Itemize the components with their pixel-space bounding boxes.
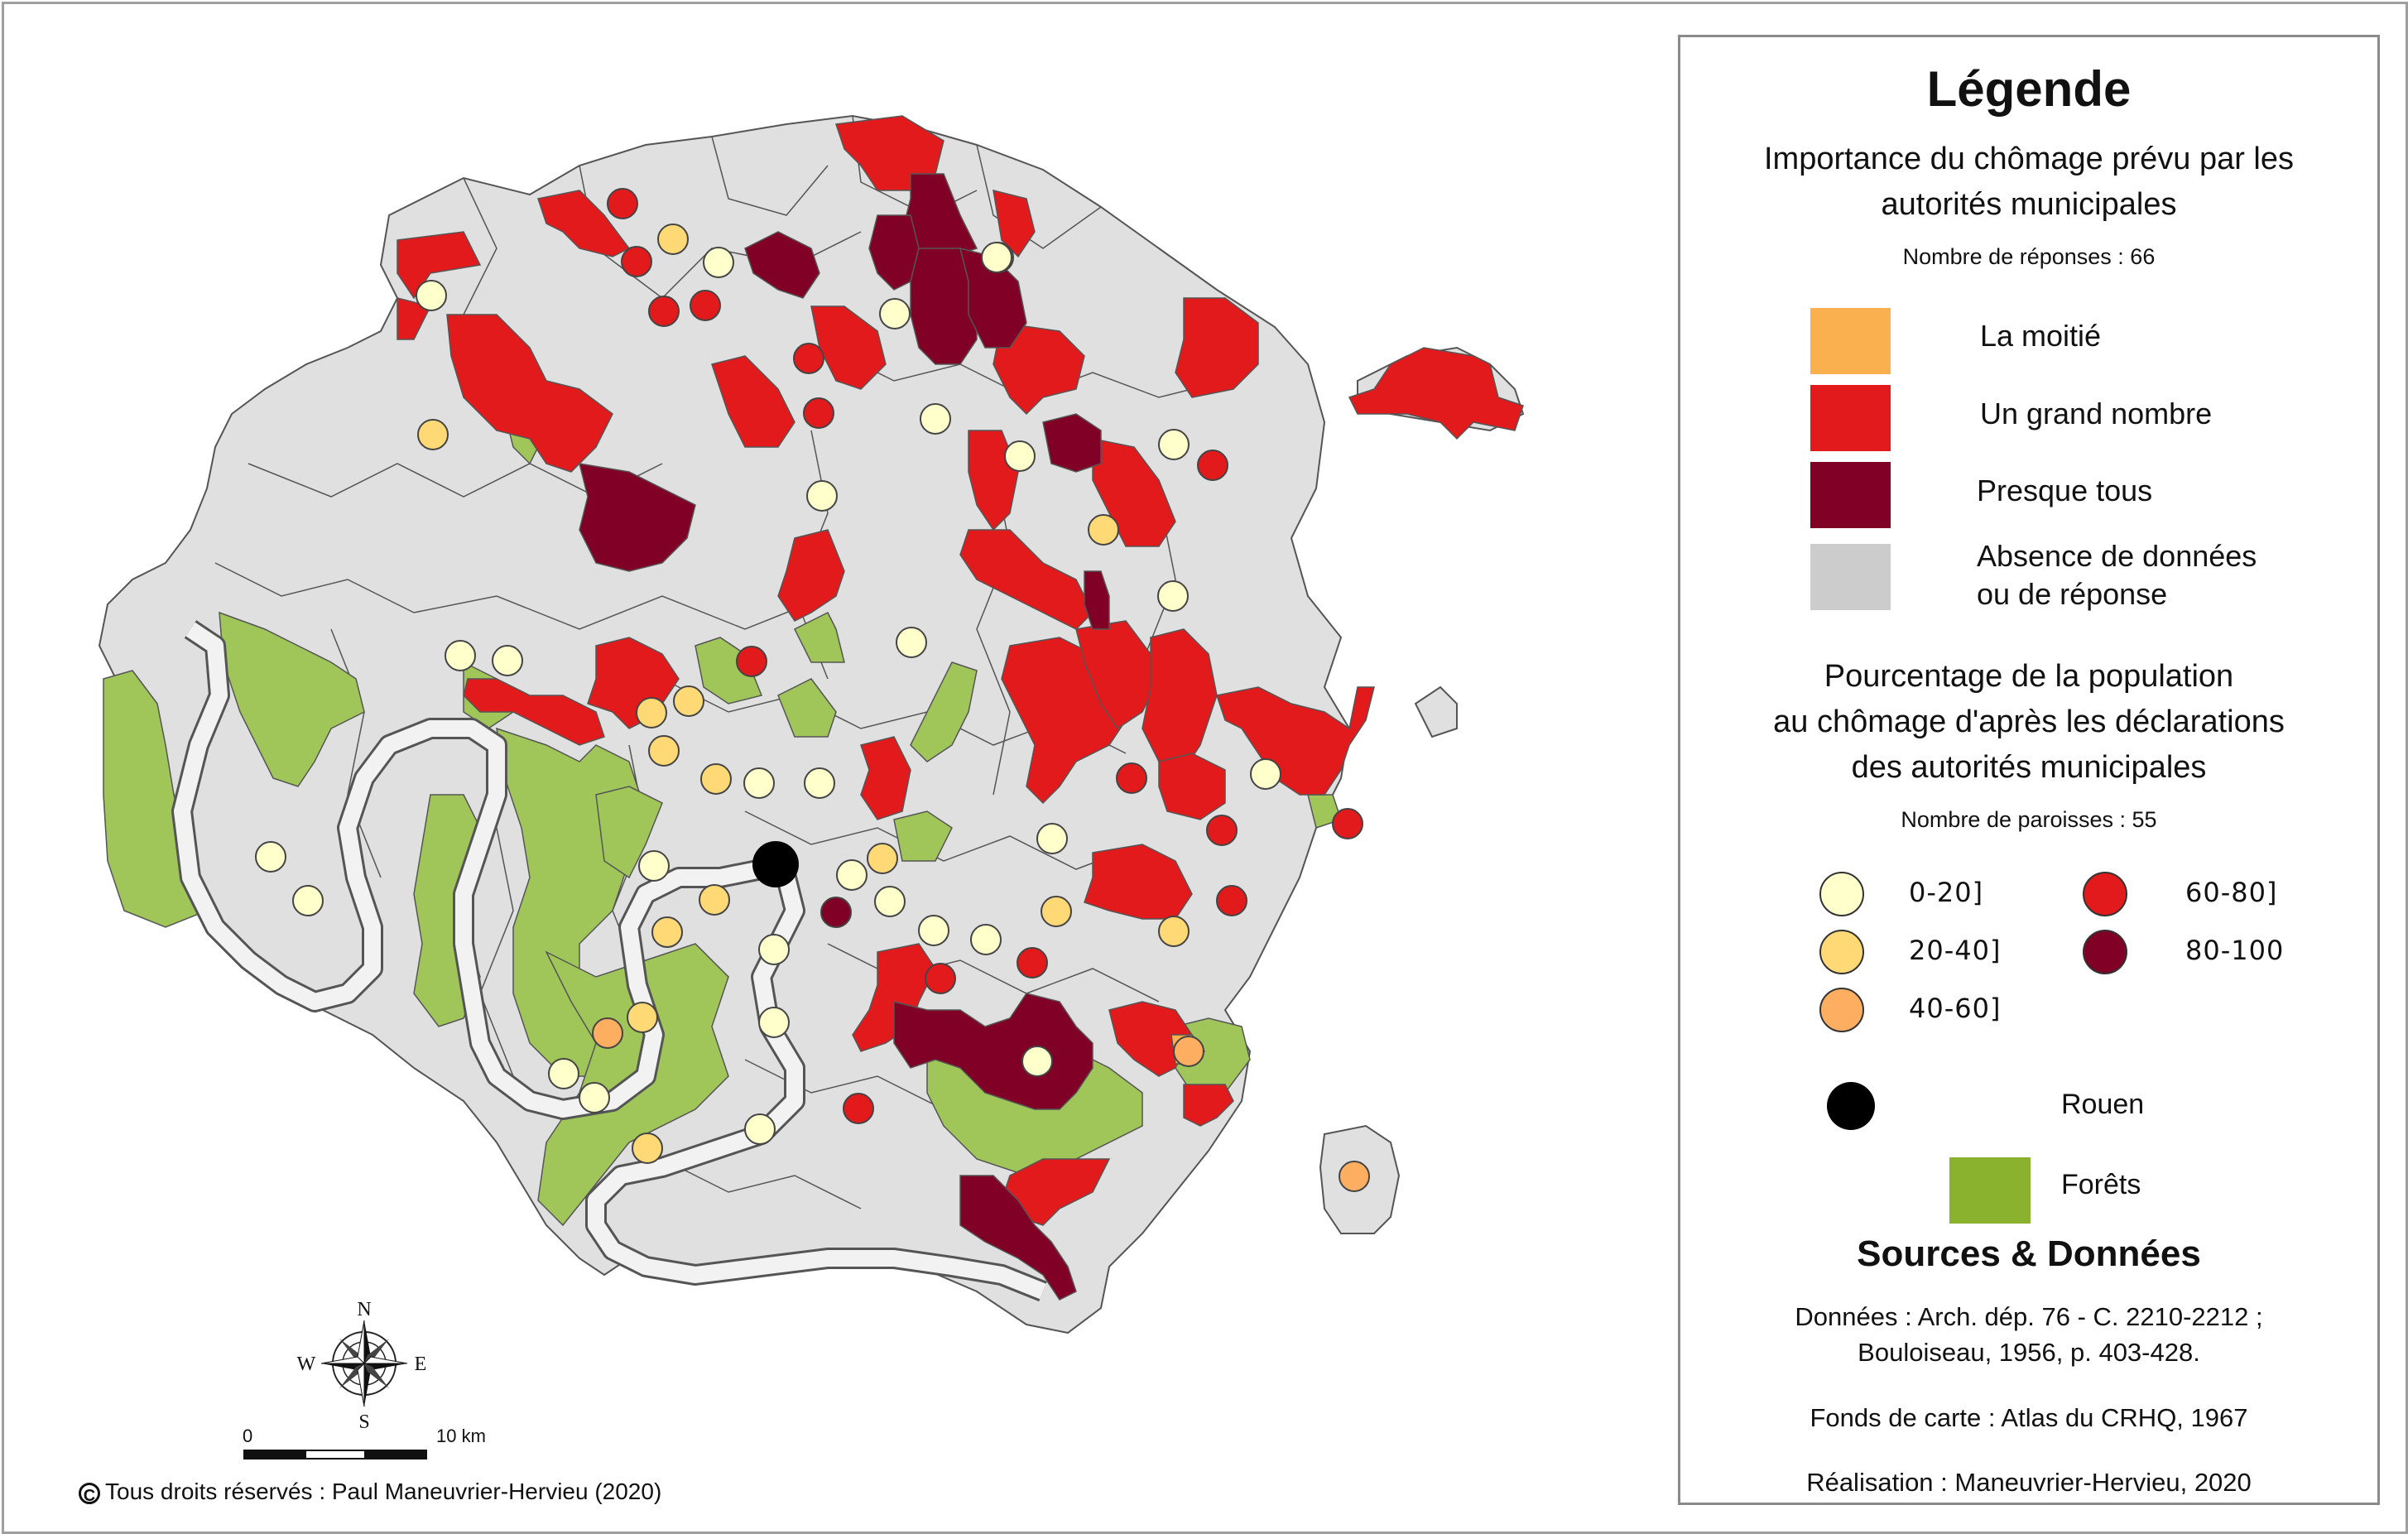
credit-text: Tous droits réservés : Paul Maneuvrier-H… xyxy=(105,1479,662,1504)
swatch-presque-tous xyxy=(1810,462,1891,528)
class-dot-20-40 xyxy=(1819,930,1864,974)
swatch-la-moitie xyxy=(1810,308,1891,374)
copyright-icon: C xyxy=(79,1482,100,1505)
section2-title-line1: Pourcentage de la population xyxy=(1824,659,2234,694)
seine-river xyxy=(171,620,1047,1302)
choropleth-un-grand-nombre xyxy=(397,115,1524,1226)
choropleth-presque-tous xyxy=(578,173,1110,1301)
label-un-grand-nombre: Un grand nombre xyxy=(1980,397,2213,430)
sources-line4: Réalisation : Maneuvrier-Hervieu, 2020 xyxy=(1806,1468,2252,1497)
points-60-80 xyxy=(607,188,1363,1124)
sources-line1: Données : Arch. dép. 76 - C. 2210-2212 ; xyxy=(1795,1302,2263,1331)
section1-title-line1: Importance du chômage prévu par les xyxy=(1763,142,2295,176)
swatch-un-grand-nombre xyxy=(1810,385,1891,451)
points-40-60 xyxy=(592,1017,1370,1192)
class-label-40-60: 40-60] xyxy=(1909,993,2002,1024)
class-label-0-20: 0-20] xyxy=(1909,877,1984,908)
section2-title-line3: des autorités municipales xyxy=(1851,750,2207,785)
class-dot-60-80 xyxy=(2083,872,2127,916)
section1-count: Nombre de réponses : 66 xyxy=(1902,244,2156,269)
legend-panel: Légende Importance du chômage prévu par … xyxy=(1678,35,2380,1505)
copyright-credit: C Tous droits réservés : Paul Maneuvrier-… xyxy=(79,1479,661,1505)
thematic-map: N S E W 0 10 km xyxy=(98,114,1525,1459)
swatch-absence xyxy=(1810,544,1891,610)
points-0-20 xyxy=(255,242,1281,1145)
rouen-marker xyxy=(752,841,799,887)
compass-n: N xyxy=(357,1299,371,1320)
label-presque-tous: Presque tous xyxy=(1977,474,2153,507)
class-dot-80-100 xyxy=(2083,930,2127,974)
section2-title-line2: au chômage d'après les déclarations xyxy=(1773,704,2285,739)
scale-start: 0 xyxy=(243,1426,252,1446)
rouen-label: Rouen xyxy=(2061,1089,2145,1120)
forest-label: Forêts xyxy=(2061,1169,2141,1200)
section1-title-line2: autorités municipales xyxy=(1881,187,2177,222)
class-dot-0-20 xyxy=(1819,872,1864,916)
sources-line3: Fonds de carte : Atlas du CRHQ, 1967 xyxy=(1810,1403,2248,1432)
rouen-legend-dot xyxy=(1827,1082,1875,1130)
label-absence-line2: ou de réponse xyxy=(1977,577,2168,611)
label-la-moitie: La moitié xyxy=(1980,319,2102,353)
label-absence-line1: Absence de données xyxy=(1977,539,2257,573)
compass-rose: N S E W xyxy=(297,1299,427,1433)
class-label-80-100: 80-100 xyxy=(2185,935,2285,966)
compass-w: W xyxy=(297,1354,316,1375)
compass-s: S xyxy=(358,1411,369,1433)
section2-count: Nombre de paroisses : 55 xyxy=(1901,807,2157,832)
proportion-points xyxy=(255,188,1370,1192)
class-label-60-80: 60-80] xyxy=(2185,877,2278,908)
forest-swatch xyxy=(1949,1157,2031,1224)
class-label-20-40: 20-40] xyxy=(1909,935,2002,966)
legend-title: Légende xyxy=(1926,61,2132,117)
sources-line2: Bouloiseau, 1956, p. 403-428. xyxy=(1858,1338,2200,1367)
points-20-40 xyxy=(417,224,1190,1164)
points-80-100 xyxy=(820,897,852,928)
sources-title: Sources & Données xyxy=(1857,1233,2201,1274)
class-dot-40-60 xyxy=(1819,988,1864,1032)
scale-bar: 0 10 km xyxy=(243,1426,486,1459)
scale-end: 10 km xyxy=(436,1426,486,1446)
compass-e: E xyxy=(415,1354,427,1375)
